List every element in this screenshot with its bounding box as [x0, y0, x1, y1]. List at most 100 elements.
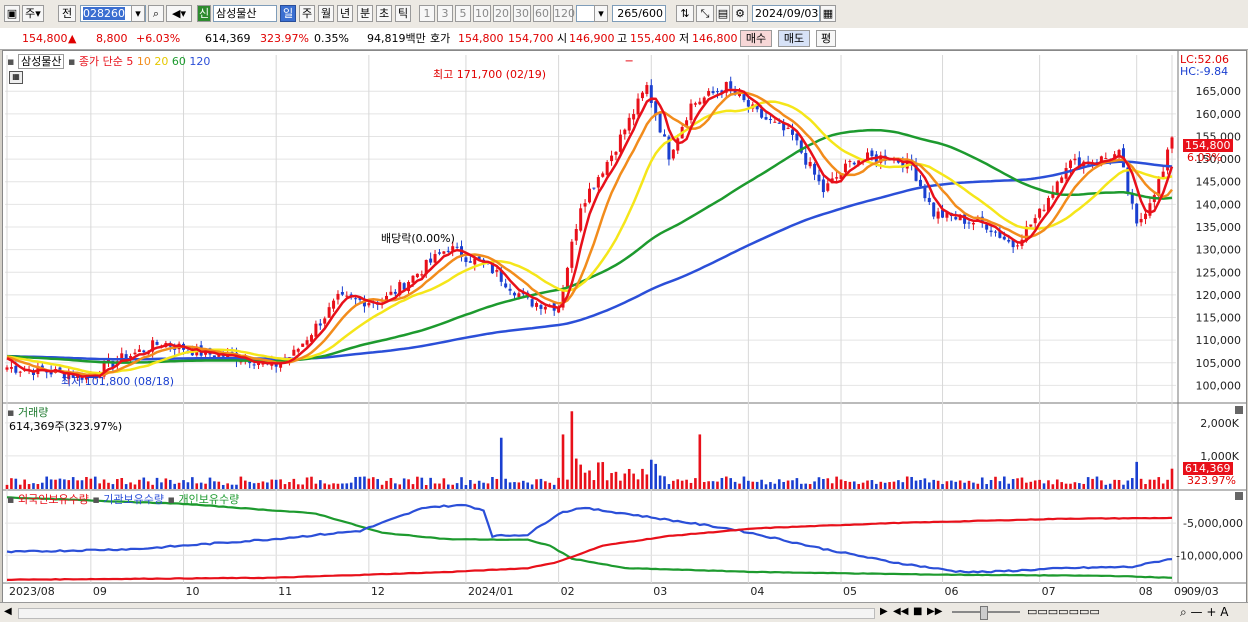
low-price: 146,800 — [692, 32, 738, 45]
candle-body — [654, 101, 658, 116]
code-dropdown-icon[interactable]: ▾ — [131, 5, 145, 22]
chart-svg[interactable]: 165,000160,000155,000150,000145,000140,0… — [3, 51, 1246, 603]
volume-bar — [371, 477, 375, 489]
data-count: 265 — [617, 7, 639, 20]
volume-bar — [1104, 484, 1108, 489]
lc-label: LC:52.06 — [1180, 53, 1230, 66]
price-change-pct: +6.03% — [136, 32, 181, 45]
volume-bar — [1082, 483, 1086, 489]
interval-3[interactable]: 3 — [437, 5, 453, 22]
sell-button[interactable]: 매도 — [778, 30, 810, 47]
candle-body — [932, 202, 936, 217]
candle-body — [1002, 236, 1006, 240]
candle-body — [1046, 197, 1050, 212]
candle-body — [252, 364, 256, 366]
scroll-left-icon[interactable]: ◀ — [4, 606, 12, 617]
candle-body — [738, 93, 742, 97]
volume-bar — [45, 476, 49, 489]
volume-close-icon[interactable] — [1235, 406, 1243, 414]
volume-bar — [1139, 478, 1143, 489]
eval-button[interactable]: 평 — [816, 30, 836, 47]
interval-30[interactable]: 30 — [513, 5, 531, 22]
draw-tool-icon[interactable]: ⤡ — [696, 5, 714, 22]
stock-code-input[interactable]: 028260 — [80, 5, 146, 22]
stop-icon[interactable]: ■ — [913, 606, 923, 617]
interval-10[interactable]: 10 — [473, 5, 491, 22]
candle-body — [579, 208, 583, 231]
search-icon[interactable]: ⌕ — [148, 5, 164, 22]
volume-bar — [195, 483, 199, 489]
type-label: 주 — [25, 7, 36, 20]
period-tick[interactable]: 틱 — [395, 5, 411, 22]
candle-body — [1139, 218, 1143, 223]
period-year[interactable]: 년 — [337, 5, 353, 22]
interval-1[interactable]: 1 — [419, 5, 435, 22]
volume-value-label: 614,369주(323.97%) — [9, 420, 123, 433]
prev-button[interactable]: 전 — [58, 5, 76, 22]
interval-5[interactable]: 5 — [455, 5, 471, 22]
speaker-icon[interactable]: ◀▾ — [166, 5, 192, 22]
holdings-close-icon[interactable] — [1235, 492, 1243, 500]
candle-body — [1073, 158, 1077, 161]
layout-icons[interactable]: ▭▭▭▭▭▭▭ — [1027, 605, 1100, 618]
zoom-slider-handle[interactable] — [980, 606, 988, 620]
volume-bar — [111, 484, 115, 489]
volume-bar — [883, 482, 887, 489]
period-day[interactable]: 일 — [280, 5, 296, 22]
period-week[interactable]: 주 — [299, 5, 315, 22]
buy-button[interactable]: 매수 — [740, 30, 772, 47]
play-icon[interactable]: ▶ — [880, 606, 888, 617]
grid-toggle-icon[interactable]: ▦ — [9, 71, 23, 84]
price-tick-label: 130,000 — [1196, 244, 1242, 257]
chart-type-icon[interactable]: ⇅ — [676, 5, 694, 22]
candle-body — [292, 349, 296, 356]
period-minute[interactable]: 분 — [357, 5, 373, 22]
candle-body — [985, 224, 989, 230]
stock-name-field[interactable]: 삼성물산 — [213, 5, 277, 22]
candle-body — [954, 217, 958, 220]
settings-dot-icon[interactable]: ▪ — [7, 55, 15, 68]
volume-bar — [561, 434, 565, 489]
type-select[interactable]: 주▾ — [22, 5, 44, 22]
save-icon[interactable]: ▤ — [716, 5, 730, 22]
volume-bar — [477, 480, 481, 489]
interval-dropdown-icon[interactable]: ▾ — [594, 5, 608, 22]
chart-area[interactable]: 165,000 160,000 155,000 150,000 145,000 140,0… — [2, 50, 1247, 604]
fast-forward-icon[interactable]: ▶▶ — [927, 606, 943, 617]
candle-body — [508, 288, 512, 291]
layout-icon[interactable]: ▣ — [4, 5, 20, 22]
ask-label: 호가 — [430, 32, 451, 45]
volume-bar — [438, 483, 441, 489]
candle-body — [755, 105, 759, 110]
settings-gear-icon[interactable]: ⚙ — [732, 5, 748, 22]
candle-body — [592, 187, 596, 189]
interval-60[interactable]: 60 — [533, 5, 551, 22]
zoom-icon[interactable]: ⌕ — + A — [1180, 605, 1229, 619]
volume-bar — [724, 476, 728, 489]
period-month[interactable]: 월 — [318, 5, 334, 22]
date-field[interactable]: 2024/09/03 — [752, 5, 820, 22]
candle-body — [583, 203, 587, 207]
volume-bar — [160, 482, 163, 489]
volume-bar — [394, 483, 397, 489]
interval-120[interactable]: 120 — [553, 5, 575, 22]
volume-bar — [742, 476, 746, 489]
volume-bar — [875, 483, 878, 489]
candle-body — [967, 222, 971, 224]
interval-20[interactable]: 20 — [493, 5, 511, 22]
volume-bar — [936, 480, 940, 489]
candle-body — [742, 94, 746, 101]
volume-bar — [1016, 478, 1019, 489]
calendar-icon[interactable]: ▦ — [820, 5, 836, 22]
candle-body — [411, 275, 415, 283]
candle-body — [632, 114, 636, 120]
period-second[interactable]: 초 — [376, 5, 392, 22]
rewind-icon[interactable]: ◀◀ — [893, 606, 909, 617]
volume-bar — [605, 480, 609, 489]
data-count-field[interactable]: 265/600 — [612, 5, 666, 22]
volume-bar — [826, 478, 830, 489]
scrollbar-track[interactable] — [18, 608, 875, 619]
volume-bar — [751, 481, 755, 489]
new-tag: 신 — [197, 5, 211, 22]
stock-name-label[interactable]: 삼성물산 — [17, 54, 65, 69]
